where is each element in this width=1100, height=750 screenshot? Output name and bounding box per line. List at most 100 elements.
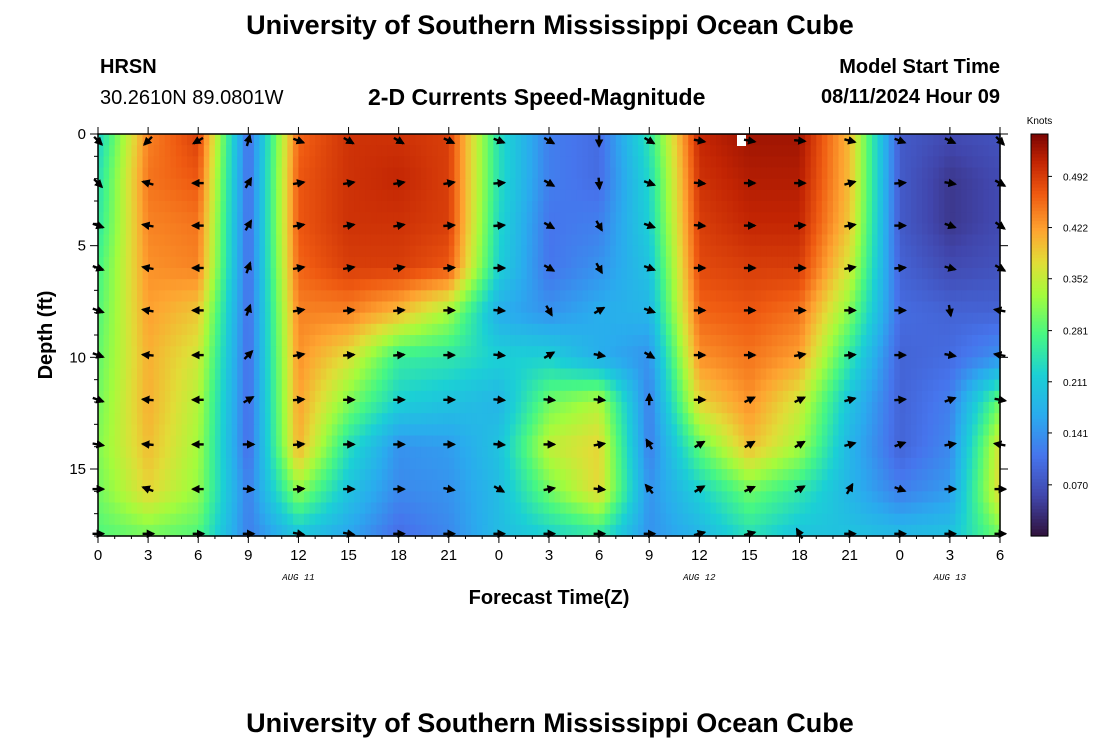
heatmap-cell [142,446,149,459]
heatmap-cell [777,201,784,213]
heatmap-cell [832,446,840,459]
heatmap-cell [883,413,890,425]
heatmap-cell [276,379,283,392]
heatmap-cell [827,446,834,459]
heatmap-cell [443,402,450,414]
heatmap-cell [120,446,127,459]
heatmap-cell [621,446,628,459]
heatmap-cell [788,201,795,213]
heatmap-cell [755,279,762,291]
heatmap-cell [749,413,756,425]
heatmap-cell [231,167,238,180]
heatmap-cell [331,335,339,347]
heatmap-cell [331,167,339,180]
heatmap-cell [721,268,728,280]
heatmap-cell [270,201,277,213]
heatmap-cell [253,379,261,392]
heatmap-cell [593,279,600,291]
heatmap-cell [888,268,895,280]
heatmap-cell [136,312,144,325]
heatmap-cell [838,446,845,459]
heatmap-cell [755,413,762,425]
heatmap-cell [972,413,979,425]
heatmap-cell [198,178,205,191]
heatmap-cell [871,424,879,437]
heatmap-cell [638,245,645,258]
heatmap-cell [599,446,606,459]
heatmap-cell [381,413,389,425]
heatmap-cell [437,390,444,403]
heatmap-cell [905,402,912,414]
heatmap-cell [699,290,706,303]
heatmap-cell [404,424,411,437]
heatmap-cell [248,413,255,425]
heatmap-cell [214,223,222,236]
heatmap-cell [593,446,600,459]
heatmap-cell [949,357,957,370]
heatmap-cell [621,201,628,213]
heatmap-cell [320,402,327,414]
heatmap-cell [988,413,996,425]
heatmap-cell [582,323,589,336]
heatmap-cell [409,301,416,314]
heatmap-cell [649,156,656,169]
heatmap-cell [521,212,528,224]
heatmap-cell [626,469,634,481]
heatmap-cell [103,189,110,202]
heatmap-cell [855,457,862,470]
heatmap-cell [860,357,867,370]
heatmap-cell [337,424,344,437]
heatmap-cell [515,346,522,358]
heatmap-cell [704,145,712,157]
heatmap-cell [610,368,617,381]
heatmap-cell [198,469,205,481]
heatmap-cell [187,435,194,448]
heatmap-cell [393,245,400,258]
heatmap-cell [810,446,817,459]
heatmap-cell [554,256,561,269]
heatmap-cell [682,446,689,459]
heatmap-cell [231,424,238,437]
heatmap-cell [487,268,494,280]
heatmap-cell [704,234,712,247]
heatmap-cell [755,446,762,459]
heatmap-cell [704,435,712,448]
heatmap-cell [170,279,177,291]
heatmap-cell [226,234,233,247]
heatmap-cell [821,145,828,157]
heatmap-cell [515,279,522,291]
heatmap-cell [292,312,300,325]
heatmap-cell [281,335,288,347]
heatmap-cell [576,335,584,347]
heatmap-cell [532,134,539,146]
heatmap-cell [899,368,906,381]
heatmap-cell [838,279,845,291]
heatmap-cell [287,469,294,481]
heatmap-cell [693,357,700,370]
heatmap-cell [727,402,734,414]
heatmap-cell [732,402,739,414]
heatmap-cell [248,212,255,224]
heatmap-cell [181,212,188,224]
heatmap-cell [259,290,266,303]
heatmap-cell [448,290,455,303]
heatmap-cell [326,245,333,258]
heatmap-cell [342,469,350,481]
heatmap-cell [649,256,656,269]
heatmap-cell [961,424,968,437]
heatmap-cell [125,379,133,392]
heatmap-cell [799,368,806,381]
heatmap-cell [749,268,756,280]
heatmap-cell [148,335,155,347]
heatmap-cell [677,357,684,370]
heatmap-cell [760,346,767,358]
heatmap-cell [844,279,851,291]
heatmap-cell [309,167,316,180]
heatmap-cell [749,245,756,258]
heatmap-cell [493,379,500,392]
heatmap-cell [793,167,801,180]
heatmap-cell [849,357,856,370]
heatmap-cell [994,290,1001,303]
heatmap-cell [899,424,906,437]
heatmap-cell [866,335,873,347]
